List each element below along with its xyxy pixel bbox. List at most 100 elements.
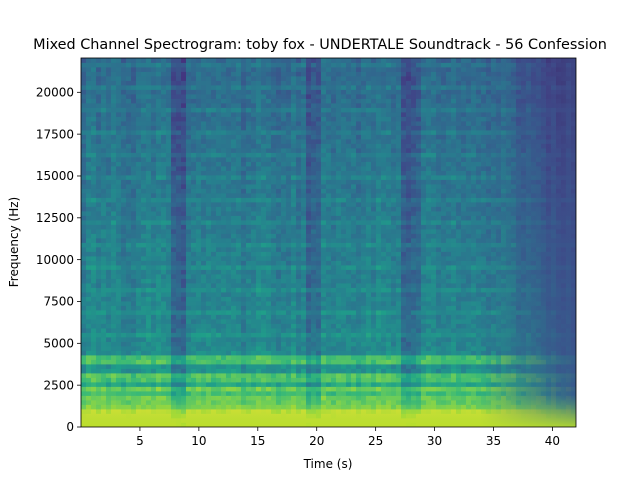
spectrogram-cell [161, 58, 167, 63]
spectrogram-cell [306, 161, 312, 167]
spectrogram-cell [196, 170, 202, 176]
spectrogram-cell [161, 67, 167, 72]
spectrogram-cell [106, 337, 112, 342]
spectrogram-cell [171, 197, 177, 203]
spectrogram-cell [116, 265, 122, 270]
spectrogram-cell [211, 62, 217, 68]
spectrogram-cell [301, 85, 307, 90]
spectrogram-cell [121, 184, 127, 189]
spectrogram-cell [281, 71, 287, 77]
spectrogram-cell [366, 116, 372, 122]
spectrogram-cell [271, 211, 277, 216]
spectrogram-cell [286, 134, 292, 140]
spectrogram-cell [376, 67, 382, 72]
spectrogram-cell [356, 197, 362, 203]
spectrogram-cell [126, 314, 132, 320]
spectrogram-cell [316, 314, 322, 320]
spectrogram-cell [266, 292, 272, 297]
spectrogram-cell [191, 197, 197, 203]
spectrogram-cell [301, 314, 307, 320]
spectrogram-cell [146, 391, 152, 396]
spectrogram-cell [356, 107, 362, 113]
spectrogram-cell [216, 148, 222, 153]
spectrogram-cell [216, 112, 222, 117]
spectrogram-cell [236, 130, 242, 135]
spectrogram-cell [151, 310, 157, 315]
spectrogram-cell [121, 251, 127, 257]
spectrogram-cell [106, 134, 112, 140]
spectrogram-cell [356, 260, 362, 266]
spectrogram-cell [96, 292, 102, 297]
spectrogram-cell [161, 197, 167, 203]
spectrogram-cell [166, 305, 172, 311]
spectrogram-cell [101, 278, 107, 284]
spectrogram-cell [151, 323, 157, 329]
spectrogram-cell [96, 346, 102, 351]
spectrogram-cell [251, 332, 257, 338]
spectrogram-cell [366, 220, 372, 225]
spectrogram-cell [196, 274, 202, 279]
spectrogram-cell [291, 85, 297, 90]
spectrogram-cell [166, 188, 172, 194]
spectrogram-cell [126, 242, 132, 248]
spectrogram-cell [306, 202, 312, 207]
spectrogram-cell [116, 202, 122, 207]
spectrogram-cell [221, 80, 227, 86]
spectrogram-cell [226, 175, 232, 180]
spectrogram-cell [326, 161, 332, 167]
spectrogram-cell [286, 179, 292, 185]
spectrogram-cell [351, 58, 357, 63]
spectrogram-cell [341, 94, 347, 99]
spectrogram-cell [366, 310, 372, 315]
spectrogram-cell [171, 130, 177, 135]
spectrogram-cell [256, 112, 262, 117]
spectrogram-cell [301, 256, 307, 261]
spectrogram-cell [236, 193, 242, 198]
spectrogram-cell [141, 157, 147, 162]
spectrogram-cell [291, 323, 297, 329]
spectrogram-cell [361, 296, 367, 302]
spectrogram-cell [236, 211, 242, 216]
spectrogram-cell [306, 206, 312, 212]
spectrogram-cell [156, 76, 162, 81]
spectrogram-cell [231, 359, 237, 365]
spectrogram-cell [321, 143, 327, 149]
spectrogram-cell [276, 76, 282, 81]
spectrogram-cell [281, 287, 287, 293]
spectrogram-cell [341, 377, 347, 383]
spectrogram-cell [226, 364, 232, 369]
spectrogram-cell [241, 278, 247, 284]
spectrogram-cell [131, 328, 137, 333]
spectrogram-cell [111, 337, 117, 342]
spectrogram-cell [306, 80, 312, 86]
spectrogram-cell [81, 377, 87, 383]
spectrogram-cell [161, 341, 167, 347]
spectrogram-cell [321, 85, 327, 90]
spectrogram-cell [366, 112, 372, 117]
spectrogram-cell [81, 274, 87, 279]
spectrogram-cell [196, 319, 202, 324]
spectrogram-cell [111, 76, 117, 81]
spectrogram-cell [326, 220, 332, 225]
spectrogram-cell [96, 112, 102, 117]
spectrogram-cell [321, 350, 327, 356]
spectrogram-cell [206, 238, 212, 243]
spectrogram-cell [326, 224, 332, 230]
spectrogram-cell [236, 287, 242, 293]
spectrogram-cell [266, 125, 272, 131]
spectrogram-cell [341, 139, 347, 144]
spectrogram-cell [86, 341, 92, 347]
spectrogram-cell [241, 103, 247, 108]
spectrogram-cell [201, 391, 207, 396]
spectrogram-cell [336, 373, 342, 378]
spectrogram-cell [176, 71, 182, 77]
spectrogram-cell [96, 314, 102, 320]
spectrogram-cell [281, 377, 287, 383]
spectrogram-cell [301, 67, 307, 72]
spectrogram-cell [296, 233, 302, 239]
spectrogram-cell [121, 166, 127, 171]
spectrogram-cell [311, 323, 317, 329]
spectrogram-cell [181, 368, 187, 374]
spectrogram-cell [121, 260, 127, 266]
spectrogram-cell [251, 364, 257, 369]
